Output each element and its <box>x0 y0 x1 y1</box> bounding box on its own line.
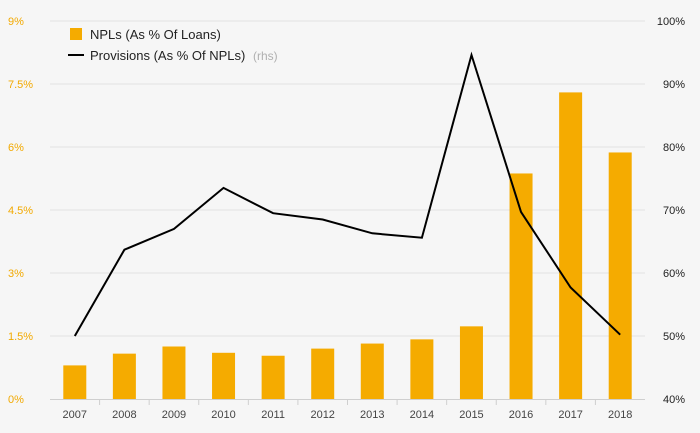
x-tick-label: 2017 <box>558 409 582 421</box>
bar-npl-2013 <box>360 343 384 399</box>
left-tick-label: 6% <box>8 142 24 154</box>
left-tick-label: 3% <box>8 268 24 280</box>
provisions-line-group <box>73 51 621 337</box>
left-tick-label: 9% <box>8 16 24 28</box>
right-tick-label: 80% <box>663 142 685 154</box>
right-tick-label: 70% <box>663 205 685 217</box>
x-tick-label: 2015 <box>459 409 483 421</box>
legend-swatch-npls <box>70 28 82 40</box>
bar-npl-2007 <box>63 365 87 399</box>
x-tick-label: 2007 <box>63 409 87 421</box>
bar-npl-2012 <box>311 348 335 399</box>
provisions-line <box>73 51 621 337</box>
right-tick-label: 40% <box>663 394 685 406</box>
npl-bars <box>63 92 632 400</box>
right-tick-label: 100% <box>657 16 685 28</box>
right-tick-label: 60% <box>663 268 685 280</box>
x-axis: 2007 2008 2009 2010 2011 2012 2013 2014 2015 2016… <box>50 399 645 421</box>
legend-label-rhs-note: (rhs) <box>253 49 278 63</box>
x-tick-label: 2011 <box>261 409 285 421</box>
legend: NPLs (As % Of Loans) Provisions (As % Of… <box>68 27 278 63</box>
x-tick-label: 2014 <box>410 409 434 421</box>
right-tick-label: 50% <box>663 331 685 343</box>
right-axis-ticks: 40% 50% 60% 70% 80% 90% 100% <box>657 16 685 406</box>
left-tick-label: 4.5% <box>8 205 33 217</box>
bar-npl-2009 <box>162 346 186 399</box>
left-tick-label: 0% <box>8 394 24 406</box>
x-tick-label: 2012 <box>310 409 334 421</box>
left-tick-label: 7.5% <box>8 79 33 91</box>
x-tick-label: 2010 <box>211 409 235 421</box>
x-tick-label: 2018 <box>608 409 632 421</box>
legend-label-provisions: Provisions (As % Of NPLs) (rhs) <box>90 48 278 63</box>
bar-npl-2017 <box>559 92 583 400</box>
bar-npl-2015 <box>459 326 483 399</box>
bar-npl-2014 <box>410 339 434 399</box>
x-tick-label: 2008 <box>112 409 136 421</box>
x-tick-label: 2009 <box>162 409 186 421</box>
bar-npl-2011 <box>261 355 285 399</box>
left-tick-label: 1.5% <box>8 331 33 343</box>
x-tick-label: 2013 <box>360 409 384 421</box>
left-axis-ticks: 0% 1.5% 3% 4.5% 6% 7.5% 9% <box>8 16 33 406</box>
x-tick-label: 2016 <box>509 409 533 421</box>
bar-npl-2010 <box>212 352 236 399</box>
bar-npl-2018 <box>608 152 632 399</box>
gridlines <box>50 20 645 337</box>
right-tick-label: 90% <box>663 79 685 91</box>
legend-label-npls: NPLs (As % Of Loans) <box>90 27 221 42</box>
bar-npl-2008 <box>112 353 136 399</box>
bar-npl-2016 <box>509 173 533 399</box>
legend-label-provisions-name: Provisions (As % Of NPLs) <box>90 48 245 63</box>
